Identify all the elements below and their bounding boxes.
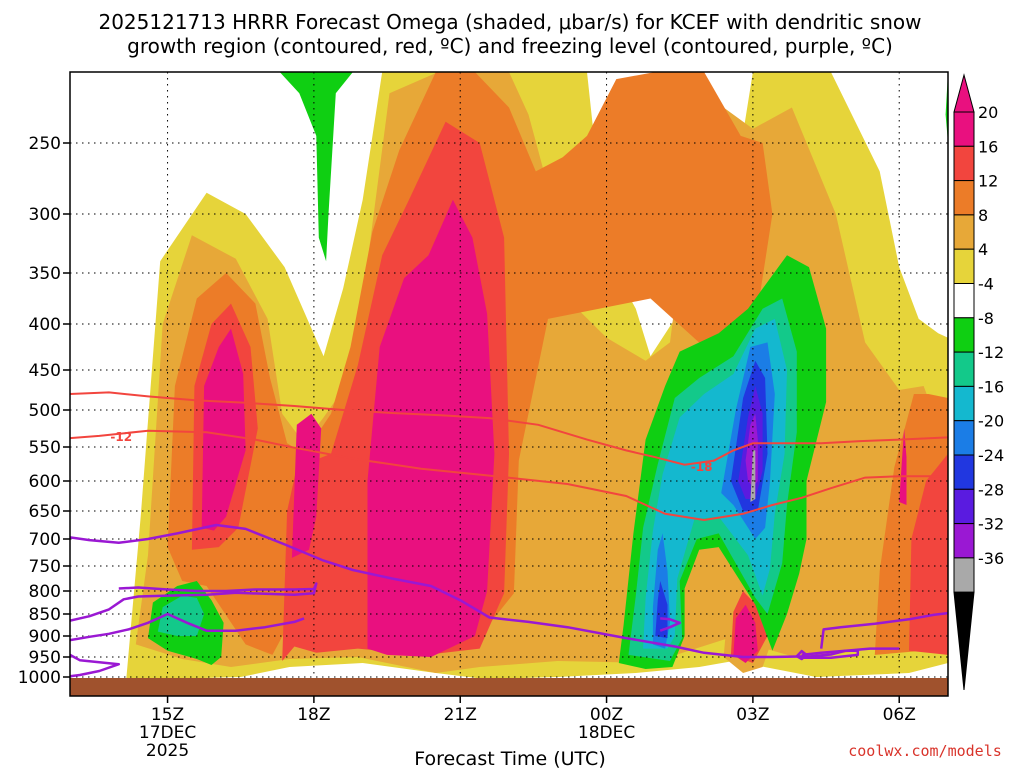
y-tick-label: 700 [29,530,61,550]
colorbar-band [953,283,975,319]
y-tick-label: 650 [29,502,61,522]
omega-area-pos20 [899,428,907,505]
colorbar-label: 12 [978,172,998,191]
dgz-contour-label: -18 [691,460,713,474]
freezing-contour [70,653,121,678]
grid-lines [70,72,948,696]
plot-area: -12 -18 [70,72,948,696]
omega-area-neg4 [279,72,363,262]
x-tick-label: 15Z [151,705,184,725]
x-tick-year: 2025 [146,741,189,761]
x-tick-date: 18DEC [578,723,635,743]
colorbar-label: 8 [978,206,988,225]
y-tick-label: 1000 [18,668,61,688]
colorbar-band [953,145,975,182]
y-tick-label: 300 [29,205,61,225]
colorbar-label: -16 [978,377,1004,396]
freezing-contour [801,649,860,660]
x-tick-label: 06Z [883,705,916,725]
colorbar-band [953,385,975,422]
y-tick-label: 850 [29,605,61,625]
colorbar-band [953,557,975,593]
plot-frame [69,71,949,697]
colorbar-band [953,420,975,456]
colorbar-band [953,111,975,147]
omega-area-pos20 [201,328,246,531]
colorbar-band [953,523,975,559]
colorbar-band [953,214,975,250]
colorbar-label: -12 [978,343,1004,362]
freezing-contour [819,611,948,649]
colorbar-label: -24 [978,446,1004,465]
y-tick-label: 800 [29,582,61,602]
x-tick-label: 03Z [736,705,769,725]
colorbar-band [953,488,975,525]
omega-area-neg32 [750,450,756,502]
y-tick-label: 750 [29,557,61,577]
freezing-contour [659,617,681,632]
chart-title-line1: 2025121713 HRRR Forecast Omega (shaded, … [98,10,921,34]
colorbar-bottom-arrow [953,591,975,691]
colorbar-label: -36 [978,549,1004,568]
ground-surface [70,678,948,696]
y-tick-label: 350 [29,264,61,284]
freezing-contour [795,649,808,661]
omega-shading [126,72,948,681]
colorbar-label: -28 [978,480,1004,499]
colorbar-label: -8 [978,309,994,328]
y-tick-label: 950 [29,648,61,668]
y-tick-label: 400 [29,315,61,335]
freezing-contour [70,582,318,622]
colorbar-label: -4 [978,275,994,294]
colorbar-label: 4 [978,240,988,259]
freezing-contour [70,612,305,642]
y-tick-label: 450 [29,361,61,381]
credit-link[interactable]: coolwx.com/models [848,742,1002,760]
chart-title-line2: growth region (contoured, red, ºC) and f… [127,34,893,58]
colorbar-band [953,180,975,216]
colorbar-band [953,454,975,490]
y-tick-label: 550 [29,438,61,458]
colorbar-band [953,351,975,387]
dgz-contour--18 [70,391,948,466]
colorbar-band [953,317,975,353]
colorbar-top-arrow [953,73,975,113]
dgz-contour--12 [70,429,948,522]
colorbar-label: -32 [978,515,1004,534]
omega-area-pos20 [291,413,322,558]
dendritic-growth-contours: -12 -18 [70,391,948,522]
colorbar-label: 20 [978,103,998,122]
y-tick-label: 600 [29,472,61,492]
y-tick-label: 500 [29,401,61,421]
y-tick-label: 250 [29,134,61,154]
colorbar-label: -20 [978,412,1004,431]
x-tick-label: 21Z [444,705,477,725]
colorbar: 20 16 12 8 4 -4 -8 -12 -16 -20 -24 -28 -32 -36 [953,73,1004,691]
colorbar-label: 16 [978,137,998,156]
omega-area-pos20 [733,604,758,663]
pressure-axis: 2503003504004505005506006507007508008509… [18,134,70,688]
freezing-level-contours [70,523,948,678]
y-tick-label: 900 [29,627,61,647]
omega-area-neg20 [655,581,668,639]
x-tick-label: 18Z [297,705,330,725]
omega-area-pos20 [367,199,495,658]
x-tick-date: 17DEC [139,723,196,743]
dgz-contour-label: -12 [110,430,132,444]
omega-area-pos16 [909,453,948,655]
x-tick-label: 00Z [590,705,623,725]
colorbar-band [953,248,975,284]
x-axis-title: Forecast Time (UTC) [414,748,605,768]
